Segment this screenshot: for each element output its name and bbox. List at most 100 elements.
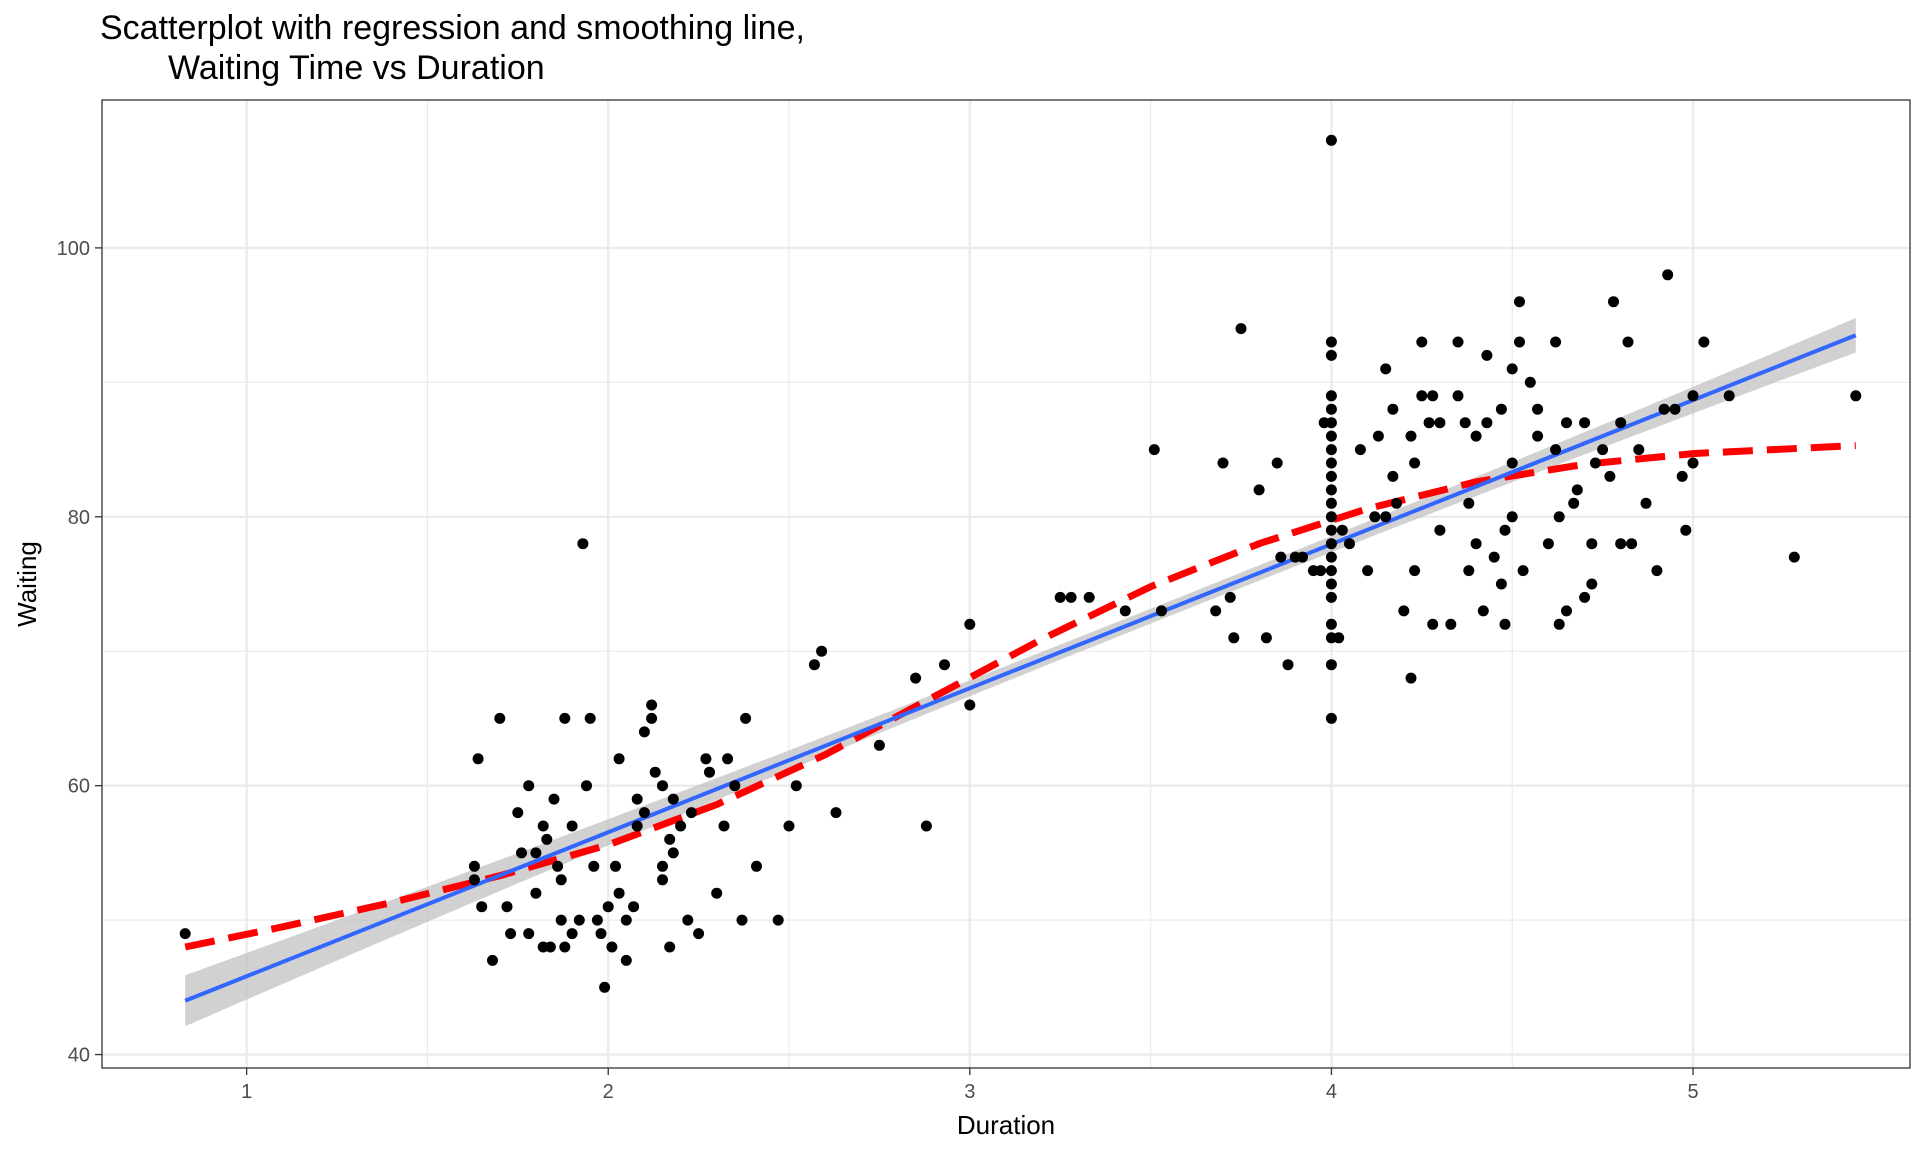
data-point (667, 793, 679, 805)
data-point (1325, 565, 1337, 577)
data-point (620, 914, 632, 926)
data-point (1459, 417, 1471, 429)
data-point (1481, 349, 1493, 361)
data-point (1224, 591, 1236, 603)
data-point (1499, 618, 1511, 630)
data-point (1380, 363, 1392, 375)
data-point (468, 874, 480, 886)
data-point (1561, 417, 1572, 429)
chart-title: Scatterplot with regression and smoothin… (100, 8, 805, 88)
data-point (1517, 565, 1529, 577)
data-point (1325, 659, 1337, 671)
data-point (1532, 403, 1544, 415)
x-axis-title: Duration (957, 1110, 1055, 1140)
data-point (920, 820, 932, 832)
data-point (1409, 565, 1421, 577)
data-point (559, 941, 571, 953)
x-tick-label: 2 (603, 1081, 614, 1103)
data-point (595, 928, 607, 940)
data-point (179, 928, 191, 940)
data-point (1344, 538, 1355, 550)
data-point (816, 645, 828, 657)
data-point (1470, 538, 1482, 550)
data-point (530, 847, 542, 859)
data-point (631, 820, 643, 832)
data-point (657, 874, 668, 886)
data-point (1156, 605, 1167, 617)
data-point (1622, 336, 1634, 348)
data-point (1354, 444, 1366, 456)
y-tick-label: 100 (57, 238, 90, 260)
data-point (1325, 134, 1337, 146)
data-point (1626, 538, 1638, 550)
data-point (646, 712, 658, 724)
data-point (613, 887, 625, 899)
data-point (1325, 712, 1337, 724)
data-point (657, 860, 668, 872)
x-tick-label: 3 (964, 1081, 975, 1103)
confidence-ribbon-layer (185, 318, 1856, 1027)
data-point (1604, 470, 1616, 482)
data-point (559, 712, 571, 724)
data-point (649, 766, 661, 778)
data-point (1662, 269, 1674, 281)
data-point (1409, 457, 1421, 469)
data-point (631, 793, 643, 805)
data-point (610, 860, 621, 872)
data-point (541, 833, 553, 845)
x-tick-label: 4 (1326, 1081, 1337, 1103)
data-point (1217, 457, 1229, 469)
chart-title-line1: Scatterplot with regression and smoothin… (100, 9, 805, 47)
data-point (1669, 403, 1681, 415)
data-point (1723, 390, 1735, 402)
data-point (740, 712, 752, 724)
data-point (664, 833, 676, 845)
data-point (1680, 524, 1692, 536)
data-point (1542, 538, 1554, 550)
confidence-ribbon (185, 318, 1856, 1027)
data-point (736, 914, 748, 926)
data-point (1369, 511, 1381, 523)
data-point (1579, 591, 1591, 603)
data-point (1387, 470, 1399, 482)
data-point (1463, 497, 1475, 509)
data-point (1416, 336, 1428, 348)
data-point (638, 726, 650, 738)
data-point (487, 954, 498, 966)
data-point (1651, 565, 1663, 577)
data-point (1506, 511, 1518, 523)
data-point (1391, 497, 1402, 509)
data-point (1445, 618, 1457, 630)
data-point (1260, 632, 1272, 644)
data-point (1275, 551, 1287, 563)
data-point (1235, 323, 1247, 335)
data-point (1325, 336, 1337, 348)
data-point (1228, 632, 1240, 644)
data-point (566, 820, 578, 832)
data-point (501, 901, 513, 913)
data-point (1427, 390, 1439, 402)
data-point (1325, 484, 1337, 496)
data-point (722, 753, 734, 765)
data-point (638, 807, 650, 819)
data-point (1495, 403, 1507, 415)
data-point (1380, 511, 1392, 523)
data-point (1282, 659, 1294, 671)
data-point (1788, 551, 1800, 563)
data-point (628, 901, 640, 913)
data-point (682, 914, 694, 926)
data-point (693, 928, 705, 940)
data-point (1325, 457, 1337, 469)
data-point (1506, 457, 1518, 469)
data-point (1687, 390, 1699, 402)
y-tick-label: 80 (68, 507, 90, 529)
data-point (620, 954, 632, 966)
data-point (685, 807, 697, 819)
x-tick-label: 1 (241, 1081, 252, 1103)
data-point (1423, 417, 1435, 429)
data-point (523, 780, 535, 792)
data-point (468, 860, 480, 872)
data-point (1362, 565, 1374, 577)
data-point (1325, 578, 1337, 590)
data-point (530, 887, 542, 899)
